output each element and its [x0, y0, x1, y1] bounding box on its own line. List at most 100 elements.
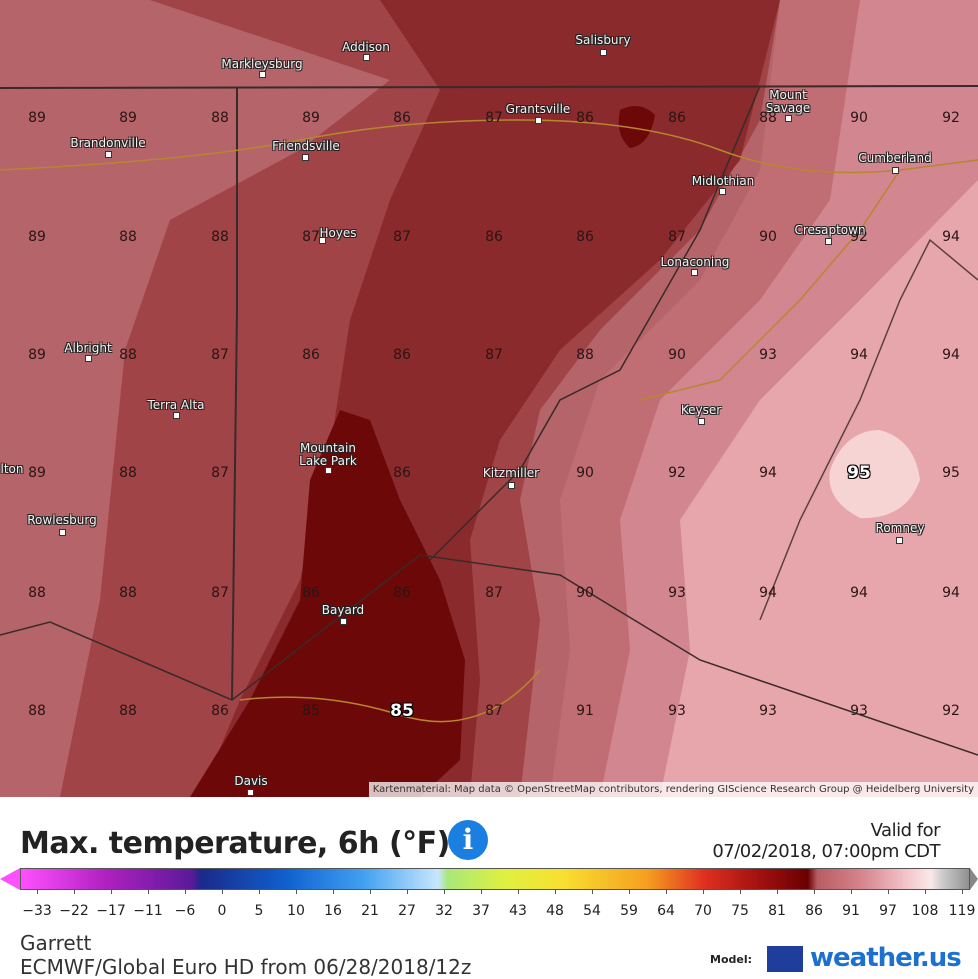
colorbar-tick-label: 64	[657, 903, 675, 919]
town-label: Cumberland	[858, 151, 932, 165]
grid-value: 87	[485, 347, 503, 363]
map-attribution: Kartenmaterial: Map data © OpenStreetMap…	[368, 782, 978, 797]
colorbar-tick	[629, 890, 630, 894]
town-label: Markleysburg	[221, 57, 303, 71]
info-button[interactable]: i	[448, 820, 488, 860]
grid-value: 87	[485, 703, 503, 719]
town-marker	[785, 115, 792, 122]
grid-value: 88	[211, 229, 229, 245]
grid-value: 88	[119, 229, 137, 245]
grid-value: 87	[668, 229, 686, 245]
colorbar-tick-label: −17	[96, 903, 126, 919]
colorbar-tick	[925, 890, 926, 894]
colorbar-arrow	[970, 868, 978, 890]
grid-value: 87	[485, 110, 503, 126]
grid-value: 88	[119, 703, 137, 719]
grid-value: 87	[211, 347, 229, 363]
grid-value: 93	[759, 703, 777, 719]
town-label: Mount Savage	[765, 88, 811, 115]
town-label: Brandonville	[70, 136, 146, 150]
grid-value: 86	[211, 703, 229, 719]
colorbar-tick-label: 91	[842, 903, 860, 919]
town-marker	[691, 269, 698, 276]
colorbar-tick	[74, 890, 75, 894]
grid-value: 93	[668, 585, 686, 601]
map-background	[0, 0, 978, 797]
town-marker	[340, 618, 347, 625]
town-label: Friendsville	[272, 139, 340, 153]
colorbar-tick-label: −6	[174, 903, 196, 919]
colorbar-tick	[296, 890, 297, 894]
colorbar-tick-label: 86	[805, 903, 823, 919]
grid-value: 94	[850, 585, 868, 601]
grid-value: 89	[28, 229, 46, 245]
grid-value: 88	[28, 703, 46, 719]
eu-flag	[767, 946, 803, 972]
town-label: Midlothian	[691, 174, 755, 188]
colorbar-tick-label: 32	[435, 903, 453, 919]
town-marker	[319, 237, 326, 244]
colorbar-tick-label: 81	[768, 903, 786, 919]
colorbar-tick	[481, 890, 482, 894]
grid-value: 94	[942, 585, 960, 601]
colorbar-tick-label: 59	[620, 903, 638, 919]
colorbar-tick	[148, 890, 149, 894]
colorbar-tick-label: 0	[217, 903, 227, 919]
colorbar-tick	[962, 890, 963, 894]
town-label: Albright	[64, 341, 112, 355]
town-label: Addison	[342, 40, 390, 54]
town-label: Lonaconing	[660, 255, 730, 269]
town-marker	[535, 117, 542, 124]
town-marker	[105, 151, 112, 158]
grid-value: 86	[302, 347, 320, 363]
colorbar-arrow	[0, 868, 20, 890]
grid-value: 93	[850, 703, 868, 719]
town-label: Davis	[234, 774, 268, 788]
colorbar-tick-label: 97	[879, 903, 897, 919]
grid-value: 89	[302, 110, 320, 126]
grid-value: 91	[576, 703, 594, 719]
colorbar-tick-label: 27	[398, 903, 416, 919]
grid-value: 92	[942, 110, 960, 126]
grid-value: 92	[942, 703, 960, 719]
grid-value: 95	[847, 463, 871, 483]
map-title: Max. temperature, 6h (°F)	[20, 826, 450, 861]
town-label: Hoyes	[319, 226, 357, 240]
grid-value: 85	[390, 701, 414, 721]
valid-time: 07/02/2018, 07:00pm CDT	[712, 841, 940, 862]
colorbar-tick-label: 108	[911, 903, 939, 919]
town-marker	[600, 49, 607, 56]
grid-value: 88	[576, 347, 594, 363]
grid-value: 87	[211, 465, 229, 481]
grid-value: 94	[759, 465, 777, 481]
grid-value: 88	[119, 585, 137, 601]
town-marker	[508, 482, 515, 489]
grid-value: 94	[942, 229, 960, 245]
colorbar-tick	[814, 890, 815, 894]
grid-value: 95	[942, 465, 960, 481]
colorbar-tick	[37, 890, 38, 894]
colorbar-tick	[777, 890, 778, 894]
grid-value: 87	[393, 229, 411, 245]
colorbar-tick-label: 48	[546, 903, 564, 919]
grid-value: 86	[393, 585, 411, 601]
colorbar-tick-label: 43	[509, 903, 527, 919]
colorbar-tick-label: 21	[361, 903, 379, 919]
grid-value: 86	[302, 585, 320, 601]
grid-value: 89	[28, 110, 46, 126]
grid-value: 90	[759, 229, 777, 245]
grid-value: 86	[393, 465, 411, 481]
town-label: Salisbury	[575, 33, 631, 47]
grid-value: 90	[668, 347, 686, 363]
colorbar-tick-label: −22	[59, 903, 89, 919]
town-marker	[247, 789, 254, 796]
brand-logo[interactable]: weather.us	[810, 943, 962, 973]
grid-value: 89	[28, 347, 46, 363]
grid-value: 86	[576, 110, 594, 126]
colorbar-tick	[370, 890, 371, 894]
town-marker	[825, 238, 832, 245]
grid-value: 94	[850, 347, 868, 363]
model-label: Model:	[710, 953, 753, 966]
grid-value: 88	[119, 465, 137, 481]
